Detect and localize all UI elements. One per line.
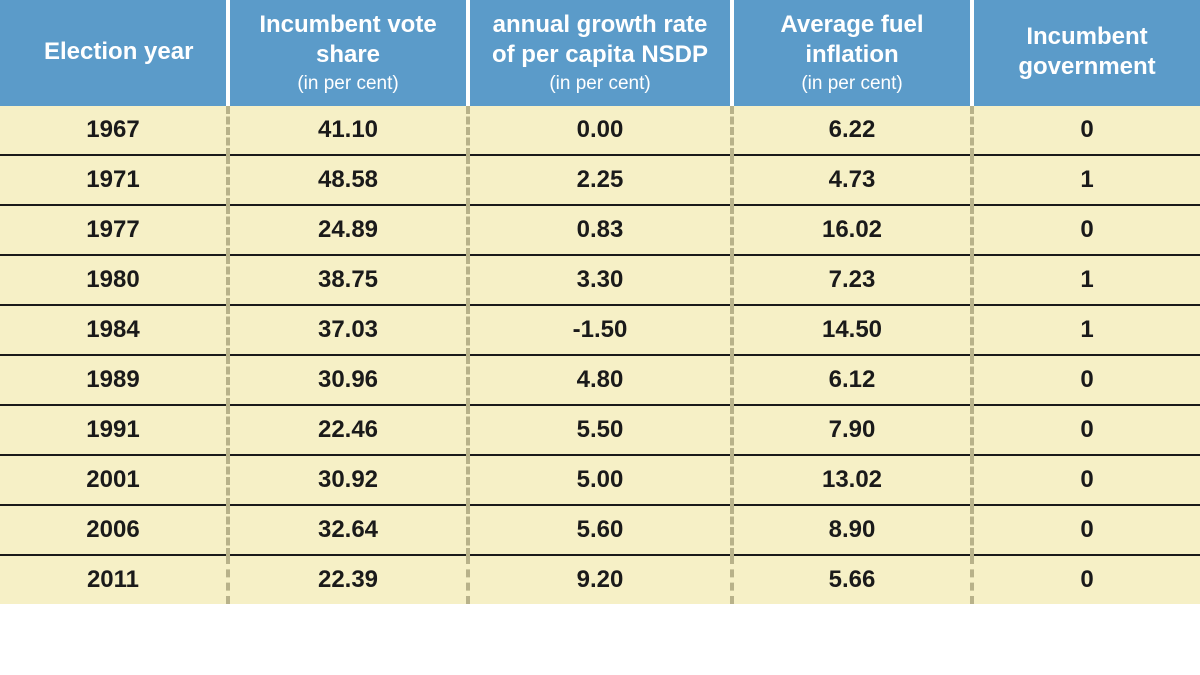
cell-incumbent: 0 bbox=[972, 355, 1200, 405]
cell-fuel: 5.66 bbox=[732, 555, 972, 604]
cell-incumbent: 0 bbox=[972, 405, 1200, 455]
cell-year: 1989 bbox=[0, 355, 228, 405]
cell-growth: -1.50 bbox=[468, 305, 732, 355]
cell-incumbent: 0 bbox=[972, 205, 1200, 255]
cell-incumbent: 0 bbox=[972, 455, 1200, 505]
cell-year: 2001 bbox=[0, 455, 228, 505]
cell-growth: 2.25 bbox=[468, 155, 732, 205]
cell-growth: 0.83 bbox=[468, 205, 732, 255]
col-header-vote-share: Incumbent vote share (in per cent) bbox=[228, 0, 468, 106]
col-subtitle: (in per cent) bbox=[484, 72, 716, 96]
cell-year: 1991 bbox=[0, 405, 228, 455]
cell-vote-share: 48.58 bbox=[228, 155, 468, 205]
col-header-election-year: Election year bbox=[0, 0, 228, 106]
cell-incumbent: 1 bbox=[972, 155, 1200, 205]
cell-fuel: 6.12 bbox=[732, 355, 972, 405]
cell-fuel: 7.23 bbox=[732, 255, 972, 305]
table-row: 1991 22.46 5.50 7.90 0 bbox=[0, 405, 1200, 455]
cell-year: 2011 bbox=[0, 555, 228, 604]
cell-vote-share: 30.96 bbox=[228, 355, 468, 405]
cell-vote-share: 38.75 bbox=[228, 255, 468, 305]
cell-vote-share: 37.03 bbox=[228, 305, 468, 355]
cell-growth: 4.80 bbox=[468, 355, 732, 405]
cell-fuel: 7.90 bbox=[732, 405, 972, 455]
cell-growth: 5.50 bbox=[468, 405, 732, 455]
data-table: Election year Incumbent vote share (in p… bbox=[0, 0, 1200, 604]
table-body: 1967 41.10 0.00 6.22 0 1971 48.58 2.25 4… bbox=[0, 106, 1200, 604]
cell-growth: 9.20 bbox=[468, 555, 732, 604]
col-header-fuel-inflation: Average fuel inflation (in per cent) bbox=[732, 0, 972, 106]
cell-growth: 5.60 bbox=[468, 505, 732, 555]
table-row: 2006 32.64 5.60 8.90 0 bbox=[0, 505, 1200, 555]
cell-year: 1980 bbox=[0, 255, 228, 305]
col-title: Election year bbox=[44, 38, 193, 65]
cell-year: 1984 bbox=[0, 305, 228, 355]
col-title: annual growth rate of per capita NSDP bbox=[492, 11, 708, 68]
cell-year: 1977 bbox=[0, 205, 228, 255]
cell-incumbent: 0 bbox=[972, 555, 1200, 604]
col-header-incumbent-gov: Incumbent government bbox=[972, 0, 1200, 106]
table-row: 1977 24.89 0.83 16.02 0 bbox=[0, 205, 1200, 255]
cell-growth: 3.30 bbox=[468, 255, 732, 305]
cell-vote-share: 32.64 bbox=[228, 505, 468, 555]
cell-fuel: 14.50 bbox=[732, 305, 972, 355]
cell-year: 2006 bbox=[0, 505, 228, 555]
cell-incumbent: 1 bbox=[972, 255, 1200, 305]
col-title: Incumbent vote share bbox=[259, 11, 436, 68]
col-subtitle: (in per cent) bbox=[244, 72, 452, 96]
cell-year: 1971 bbox=[0, 155, 228, 205]
cell-incumbent: 0 bbox=[972, 505, 1200, 555]
cell-vote-share: 22.39 bbox=[228, 555, 468, 604]
cell-fuel: 16.02 bbox=[732, 205, 972, 255]
table-header: Election year Incumbent vote share (in p… bbox=[0, 0, 1200, 106]
table-row: 2011 22.39 9.20 5.66 0 bbox=[0, 555, 1200, 604]
cell-year: 1967 bbox=[0, 106, 228, 155]
cell-fuel: 4.73 bbox=[732, 155, 972, 205]
cell-vote-share: 22.46 bbox=[228, 405, 468, 455]
table-row: 1989 30.96 4.80 6.12 0 bbox=[0, 355, 1200, 405]
cell-vote-share: 41.10 bbox=[228, 106, 468, 155]
table-row: 1980 38.75 3.30 7.23 1 bbox=[0, 255, 1200, 305]
cell-fuel: 6.22 bbox=[732, 106, 972, 155]
cell-growth: 5.00 bbox=[468, 455, 732, 505]
table-row: 2001 30.92 5.00 13.02 0 bbox=[0, 455, 1200, 505]
election-data-table: Election year Incumbent vote share (in p… bbox=[0, 0, 1200, 604]
col-header-growth-rate: annual growth rate of per capita NSDP (i… bbox=[468, 0, 732, 106]
col-title: Average fuel inflation bbox=[780, 11, 923, 68]
cell-incumbent: 0 bbox=[972, 106, 1200, 155]
cell-fuel: 13.02 bbox=[732, 455, 972, 505]
table-row: 1971 48.58 2.25 4.73 1 bbox=[0, 155, 1200, 205]
table-row: 1984 37.03 -1.50 14.50 1 bbox=[0, 305, 1200, 355]
cell-incumbent: 1 bbox=[972, 305, 1200, 355]
col-subtitle: (in per cent) bbox=[748, 72, 956, 96]
cell-vote-share: 24.89 bbox=[228, 205, 468, 255]
cell-growth: 0.00 bbox=[468, 106, 732, 155]
cell-vote-share: 30.92 bbox=[228, 455, 468, 505]
cell-fuel: 8.90 bbox=[732, 505, 972, 555]
table-row: 1967 41.10 0.00 6.22 0 bbox=[0, 106, 1200, 155]
col-title: Incumbent government bbox=[1018, 23, 1155, 80]
